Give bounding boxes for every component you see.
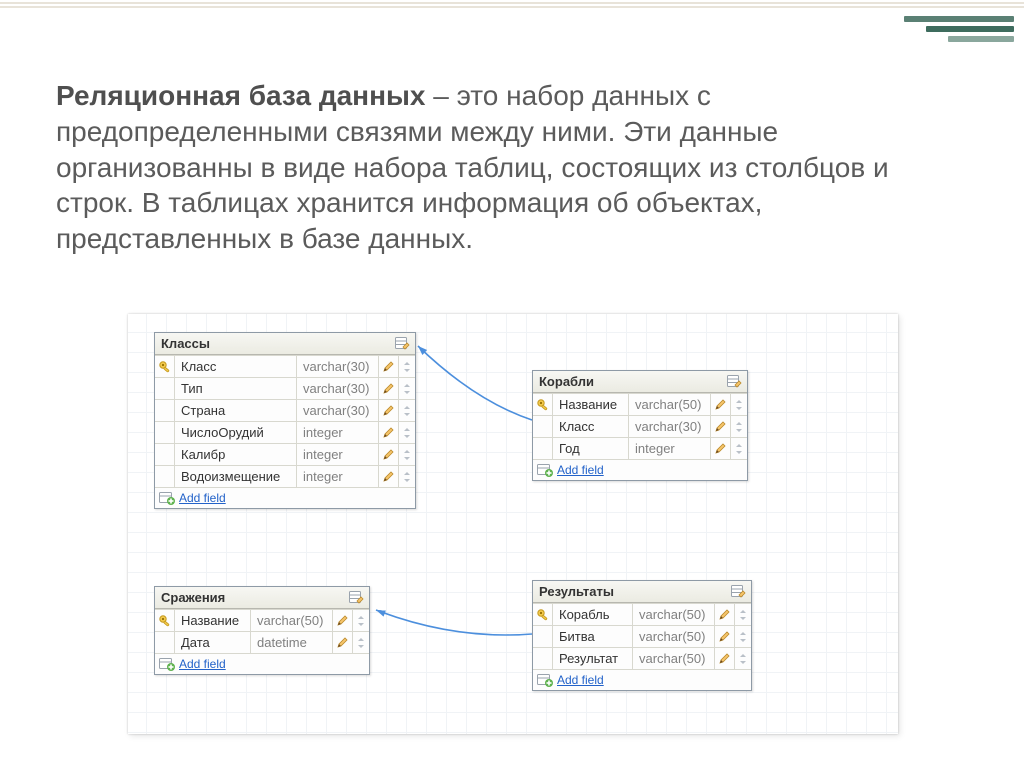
table-row: Год integer [533, 437, 747, 459]
field-type: varchar(50) [633, 626, 715, 647]
field-type: varchar(50) [633, 648, 715, 669]
table-row: Корабль varchar(50) [533, 603, 751, 625]
er-diagram: Классы Класс varchar(30) [128, 314, 898, 734]
edit-table-icon[interactable] [731, 585, 747, 599]
table-row: Водоизмещение integer [155, 465, 415, 487]
edit-icon[interactable] [336, 614, 349, 627]
edit-icon[interactable] [714, 442, 727, 455]
edit-icon[interactable] [718, 608, 731, 621]
add-field-link[interactable]: Add field [179, 491, 226, 505]
headline: Реляционная база данных – это набор данн… [56, 78, 968, 257]
edit-icon[interactable] [382, 426, 395, 439]
table-box-battles: Сражения Название varchar(50) [154, 586, 370, 675]
field-type: varchar(50) [251, 610, 333, 631]
field-type: varchar(30) [297, 378, 379, 399]
add-field-icon[interactable] [159, 492, 175, 505]
field-name: Калибр [175, 444, 297, 465]
table-box-ships: Корабли Название varchar(50) [532, 370, 748, 481]
field-name: Класс [553, 416, 629, 437]
table-row: Результат varchar(50) [533, 647, 751, 669]
table-title: Результаты [539, 584, 614, 599]
table-row: Калибр integer [155, 443, 415, 465]
reorder-icon[interactable] [402, 404, 412, 418]
field-name: Страна [175, 400, 297, 421]
edit-table-icon[interactable] [727, 375, 743, 389]
field-name: ЧислоОрудий [175, 422, 297, 443]
table-row: Класс varchar(30) [533, 415, 747, 437]
table-row: Дата datetime [155, 631, 369, 653]
edit-icon[interactable] [382, 360, 395, 373]
reorder-icon[interactable] [738, 608, 748, 622]
table-row: Битва varchar(50) [533, 625, 751, 647]
edit-icon[interactable] [382, 448, 395, 461]
table-row: Тип varchar(30) [155, 377, 415, 399]
field-type: varchar(30) [297, 356, 379, 377]
edit-icon[interactable] [382, 382, 395, 395]
field-name: Год [553, 438, 629, 459]
reorder-icon[interactable] [402, 448, 412, 462]
reorder-icon[interactable] [356, 614, 366, 628]
edit-icon[interactable] [336, 636, 349, 649]
reorder-icon[interactable] [402, 470, 412, 484]
corner-accent [904, 16, 1014, 44]
edit-icon[interactable] [382, 470, 395, 483]
add-field-icon[interactable] [537, 674, 553, 687]
field-type: integer [297, 466, 379, 487]
edit-table-icon[interactable] [349, 591, 365, 605]
field-name: Дата [175, 632, 251, 653]
field-name: Битва [553, 626, 633, 647]
table-title: Классы [161, 336, 210, 351]
field-type: varchar(50) [633, 604, 715, 625]
field-type: integer [297, 444, 379, 465]
primary-key-icon [158, 614, 172, 628]
table-row: Класс varchar(30) [155, 355, 415, 377]
field-name: Результат [553, 648, 633, 669]
add-field-icon[interactable] [537, 464, 553, 477]
primary-key-icon [536, 398, 550, 412]
edit-icon[interactable] [718, 652, 731, 665]
field-type: integer [297, 422, 379, 443]
edit-icon[interactable] [718, 630, 731, 643]
add-field-link[interactable]: Add field [557, 463, 604, 477]
reorder-icon[interactable] [402, 360, 412, 374]
add-field-link[interactable]: Add field [557, 673, 604, 687]
table-row: ЧислоОрудий integer [155, 421, 415, 443]
table-row: Название varchar(50) [533, 393, 747, 415]
add-field-link[interactable]: Add field [179, 657, 226, 671]
headline-bold: Реляционная база данных [56, 80, 425, 111]
edit-icon[interactable] [382, 404, 395, 417]
table-title: Корабли [539, 374, 594, 389]
top-rule [0, 2, 1024, 8]
table-row: Страна varchar(30) [155, 399, 415, 421]
field-name: Водоизмещение [175, 466, 297, 487]
field-type: varchar(30) [297, 400, 379, 421]
table-box-results: Результаты Корабль varchar(50) [532, 580, 752, 691]
reorder-icon[interactable] [738, 652, 748, 666]
field-name: Класс [175, 356, 297, 377]
reorder-icon[interactable] [738, 630, 748, 644]
reorder-icon[interactable] [402, 426, 412, 440]
field-name: Корабль [553, 604, 633, 625]
reorder-icon[interactable] [356, 636, 366, 650]
field-type: varchar(30) [629, 416, 711, 437]
field-name: Тип [175, 378, 297, 399]
primary-key-icon [536, 608, 550, 622]
field-name: Название [175, 610, 251, 631]
primary-key-icon [158, 360, 172, 374]
edit-icon[interactable] [714, 420, 727, 433]
table-row: Название varchar(50) [155, 609, 369, 631]
field-type: datetime [251, 632, 333, 653]
field-type: integer [629, 438, 711, 459]
field-name: Название [553, 394, 629, 415]
edit-table-icon[interactable] [395, 337, 411, 351]
edit-icon[interactable] [714, 398, 727, 411]
reorder-icon[interactable] [734, 398, 744, 412]
table-box-classes: Классы Класс varchar(30) [154, 332, 416, 509]
reorder-icon[interactable] [402, 382, 412, 396]
add-field-icon[interactable] [159, 658, 175, 671]
reorder-icon[interactable] [734, 442, 744, 456]
reorder-icon[interactable] [734, 420, 744, 434]
table-title: Сражения [161, 590, 225, 605]
field-type: varchar(50) [629, 394, 711, 415]
